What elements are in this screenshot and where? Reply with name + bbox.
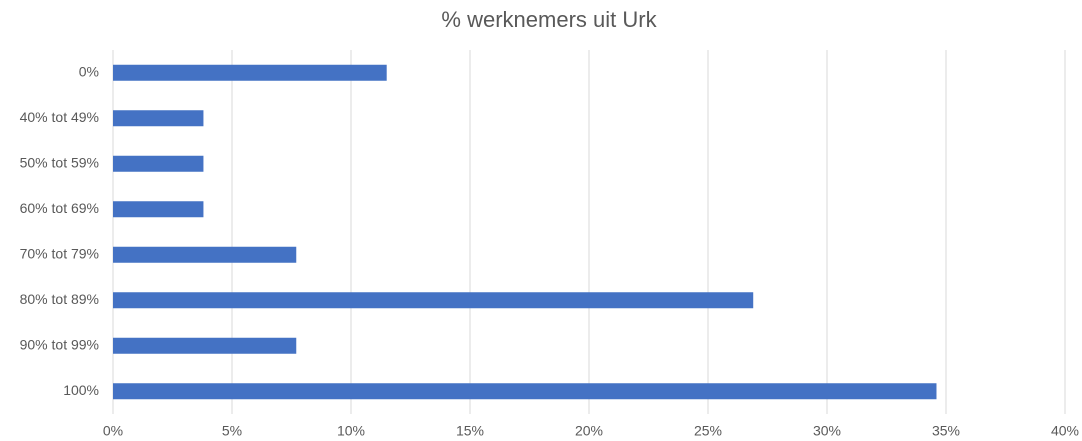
x-tick-label: 10% xyxy=(337,423,365,439)
x-tick-label: 20% xyxy=(575,423,603,439)
y-tick-label: 60% tot 69% xyxy=(20,200,99,216)
x-tick-label: 30% xyxy=(813,423,841,439)
y-tick-label: 0% xyxy=(79,63,99,79)
y-tick-label: 50% tot 59% xyxy=(20,154,99,170)
x-tick-label: 35% xyxy=(932,423,960,439)
bar xyxy=(113,383,937,400)
y-tick-label: 40% tot 49% xyxy=(20,109,99,125)
x-tick-label: 40% xyxy=(1051,423,1079,439)
bar xyxy=(113,64,387,81)
y-tick-label: 100% xyxy=(63,382,99,398)
bar xyxy=(113,292,754,309)
x-tick-label: 25% xyxy=(694,423,722,439)
x-tick-label: 0% xyxy=(103,423,123,439)
bar xyxy=(113,201,204,218)
bar xyxy=(113,337,297,354)
y-tick-label: 90% tot 99% xyxy=(20,336,99,352)
bar xyxy=(113,155,204,172)
chart-title: % werknemers uit Urk xyxy=(441,7,657,32)
x-tick-label: 15% xyxy=(456,423,484,439)
y-tick-label: 80% tot 89% xyxy=(20,291,99,307)
y-tick-label: 70% tot 79% xyxy=(20,245,99,261)
bar xyxy=(113,246,297,263)
bar xyxy=(113,110,204,127)
x-tick-label: 5% xyxy=(222,423,242,439)
